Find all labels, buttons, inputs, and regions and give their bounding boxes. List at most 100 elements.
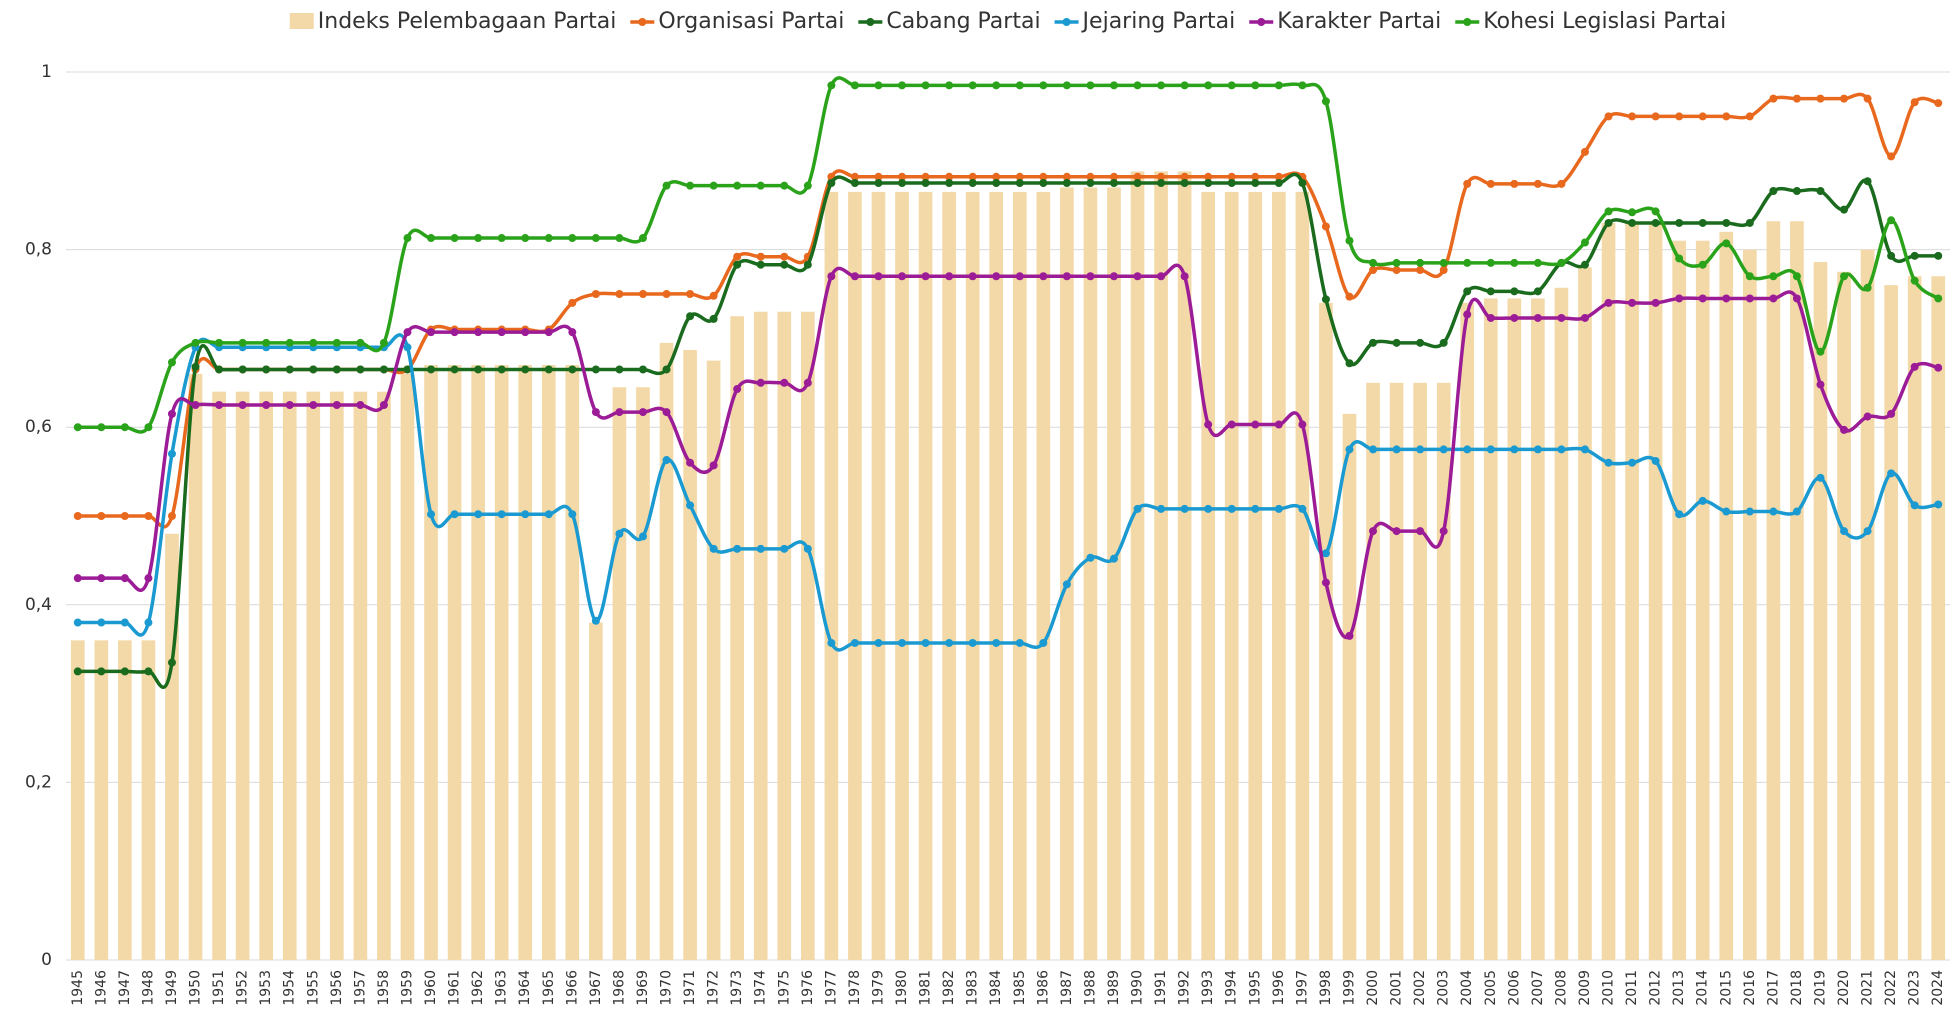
line-marker: [1604, 218, 1613, 227]
line-marker: [1439, 258, 1448, 267]
line-marker: [120, 574, 129, 583]
line-marker: [215, 401, 224, 409]
line-marker: [662, 181, 671, 190]
line-marker: [73, 574, 82, 583]
bar: [70, 640, 85, 960]
x-tick-label: 1987: [1059, 970, 1075, 1006]
x-tick-label: 2009: [1577, 970, 1593, 1006]
bar: [895, 191, 909, 960]
x-tick-label: 1979: [870, 970, 886, 1006]
line-marker: [1416, 258, 1425, 267]
line-marker: [921, 179, 930, 187]
line-marker: [1015, 81, 1024, 90]
x-tick-label: 1995: [1247, 970, 1263, 1006]
line-marker: [1015, 272, 1024, 281]
bar: [1766, 221, 1781, 960]
line-marker: [1086, 272, 1095, 281]
line-marker: [1910, 501, 1919, 510]
line-marker: [1698, 112, 1707, 121]
line-marker: [1157, 81, 1166, 90]
x-tick-label: 1996: [1271, 970, 1287, 1006]
line-marker: [1180, 272, 1189, 281]
line-marker: [898, 172, 907, 181]
line-marker: [1533, 313, 1542, 322]
bar: [1271, 191, 1286, 960]
x-tick-label: 1982: [941, 970, 957, 1006]
line-marker: [403, 234, 412, 243]
line-marker: [356, 401, 365, 409]
line-marker: [615, 529, 624, 538]
line-marker: [450, 328, 459, 337]
bar: [1860, 249, 1875, 961]
x-tick-label: 2021: [1860, 970, 1876, 1006]
line-marker: [1345, 236, 1354, 245]
x-tick-label: 1997: [1294, 970, 1310, 1006]
bar: [965, 191, 980, 960]
line-marker: [191, 338, 200, 347]
line-marker: [591, 234, 600, 243]
line-marker: [850, 638, 859, 647]
bar: [282, 391, 297, 960]
x-tick-label: 1975: [776, 970, 792, 1006]
line-marker: [1792, 186, 1801, 195]
line-marker: [1133, 179, 1142, 187]
line-marker: [1533, 445, 1542, 454]
x-tick-label: 1988: [1082, 970, 1098, 1006]
line-marker: [285, 338, 294, 347]
line-marker: [945, 81, 954, 90]
line-marker: [1887, 469, 1896, 478]
line-marker: [1321, 295, 1330, 304]
line-marker: [1792, 294, 1801, 303]
line-marker: [992, 172, 1001, 181]
bar: [1224, 191, 1239, 960]
line-marker: [1416, 266, 1425, 275]
x-tick-label: 1999: [1341, 970, 1357, 1006]
line-marker: [1439, 338, 1448, 347]
line-marker: [379, 365, 388, 374]
bar: [259, 391, 274, 960]
line-marker: [1675, 510, 1684, 519]
x-tick-label: 2005: [1483, 970, 1499, 1006]
line-marker: [1204, 179, 1213, 187]
line-marker: [945, 172, 954, 181]
bar: [377, 391, 391, 960]
line-marker: [1769, 94, 1778, 103]
x-tick-label: 1970: [659, 970, 675, 1006]
line-marker: [1580, 445, 1589, 454]
line-marker: [1274, 172, 1283, 181]
line-marker: [921, 638, 930, 647]
line-marker: [544, 365, 553, 374]
x-tick-label: 1948: [140, 970, 156, 1006]
line-marker: [1816, 94, 1825, 103]
bar: [447, 365, 462, 960]
line-marker: [1651, 456, 1660, 465]
bar: [1931, 276, 1946, 960]
line-marker: [1039, 172, 1048, 181]
bar: [612, 387, 627, 960]
bar: [94, 640, 109, 960]
line-marker: [1651, 112, 1660, 121]
line-marker: [638, 234, 647, 243]
line-marker: [827, 179, 836, 187]
x-tick-label: 1968: [611, 970, 627, 1006]
line-marker: [615, 234, 624, 243]
x-tick-label: 1954: [282, 970, 298, 1006]
line-marker: [1769, 272, 1778, 281]
line-marker: [1227, 179, 1236, 187]
line-marker: [497, 234, 506, 243]
line-marker: [850, 81, 859, 90]
bar: [1742, 249, 1757, 961]
line-marker: [686, 290, 695, 298]
line-marker: [1157, 504, 1166, 513]
x-tick-label: 1956: [329, 970, 345, 1006]
line-marker: [97, 618, 106, 627]
line-marker: [803, 181, 812, 190]
x-tick-label: 2014: [1695, 970, 1711, 1006]
line-marker: [1887, 152, 1896, 161]
line-marker: [474, 328, 483, 337]
line-marker: [1062, 272, 1071, 281]
bar: [1060, 187, 1074, 960]
bar: [141, 640, 156, 960]
x-tick-label: 1978: [847, 970, 863, 1006]
line-marker: [992, 638, 1001, 647]
